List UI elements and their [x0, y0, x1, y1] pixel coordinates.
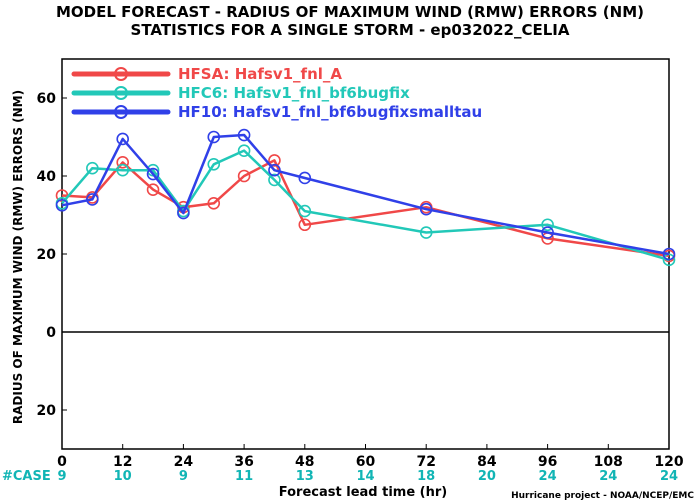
data-point — [116, 156, 129, 169]
data-point — [237, 128, 251, 142]
y-tick-label: 60 — [37, 91, 57, 107]
series-3 — [55, 128, 676, 261]
data-point — [268, 163, 281, 177]
data-point — [116, 163, 129, 177]
case-count: 9 — [57, 469, 66, 484]
legend-swatch-marker — [114, 86, 128, 100]
x-tick-label: 36 — [234, 454, 253, 470]
series-line — [61, 133, 670, 256]
x-tick-label: 72 — [416, 454, 435, 470]
case-count: 20 — [478, 469, 496, 484]
data-point — [268, 173, 281, 187]
data-point — [298, 218, 312, 232]
legend-label: HFSA: Hafsv1_fnl_A — [178, 65, 342, 83]
data-point — [541, 226, 554, 239]
data-point — [86, 161, 99, 175]
data-point — [268, 154, 281, 167]
y-tick-label: 40 — [37, 169, 57, 185]
data-point — [541, 218, 554, 232]
y-tick-label: 0 — [46, 325, 56, 341]
data-point — [207, 197, 221, 210]
x-tick-label: 0 — [57, 454, 67, 470]
data-point — [419, 202, 433, 216]
x-tick-label: 120 — [654, 454, 683, 470]
x-tick-label: 96 — [538, 454, 557, 470]
data-point — [237, 144, 251, 157]
data-point — [146, 183, 160, 196]
legend-swatch-marker — [114, 105, 128, 119]
series-layer — [55, 128, 676, 267]
y-axis-label: RADIUS OF MAXIMUM WIND (RMW) ERRORS (NM) — [11, 90, 25, 424]
chart-title-line2: STATISTICS FOR A SINGLE STORM - ep032022… — [131, 21, 570, 39]
axis-ticks-layer: 0 12 24 36 48 60 72 84 96 108 120 20 0 20 40 60 — [37, 91, 684, 470]
x-tick-label: 108 — [594, 454, 623, 470]
x-axis-label: Forecast lead time (hr) — [279, 485, 447, 500]
credit-text: Hurricane project - NOAA/NCEP/EMC — [511, 491, 694, 501]
case-count: 13 — [296, 469, 314, 484]
series-2 — [55, 144, 676, 267]
data-point — [237, 169, 251, 183]
data-point — [419, 226, 433, 239]
data-point — [207, 130, 221, 144]
case-row-label: #CASE — [2, 469, 51, 484]
data-point — [55, 198, 69, 212]
case-count-row: #CASE 9 10 9 11 13 14 18 20 24 24 24 — [2, 469, 678, 484]
case-count: 14 — [356, 469, 374, 484]
x-tick-label: 84 — [477, 454, 497, 470]
data-point — [116, 132, 129, 146]
x-tick-label: 48 — [295, 454, 314, 470]
x-tick-label: 24 — [174, 454, 194, 470]
case-count: 24 — [660, 469, 678, 484]
y-tick-label: 20 — [37, 403, 57, 419]
data-point — [298, 171, 312, 185]
case-count: 9 — [179, 469, 188, 484]
legend-label: HF10: Hafsv1_fnl_bf6bugfixsmalltau — [178, 103, 482, 121]
data-point — [86, 193, 99, 206]
case-count: 24 — [539, 469, 557, 484]
data-point — [146, 167, 160, 181]
data-point — [298, 204, 312, 218]
case-count: 10 — [114, 469, 132, 484]
case-count: 18 — [417, 469, 435, 484]
chart-title-line1: MODEL FORECAST - RADIUS OF MAXIMUM WIND … — [56, 3, 644, 21]
case-count: 11 — [235, 469, 253, 484]
case-count: 24 — [599, 469, 617, 484]
y-tick-label: 20 — [37, 247, 57, 263]
legend-label: HFC6: Hafsv1_fnl_bf6bugfix — [178, 84, 410, 102]
legend-swatch-marker — [114, 67, 128, 81]
data-point — [662, 247, 676, 261]
x-tick-label: 60 — [356, 454, 376, 470]
x-tick-label: 12 — [113, 454, 132, 470]
data-point — [662, 253, 676, 267]
data-point — [207, 158, 221, 171]
data-point — [177, 206, 190, 220]
